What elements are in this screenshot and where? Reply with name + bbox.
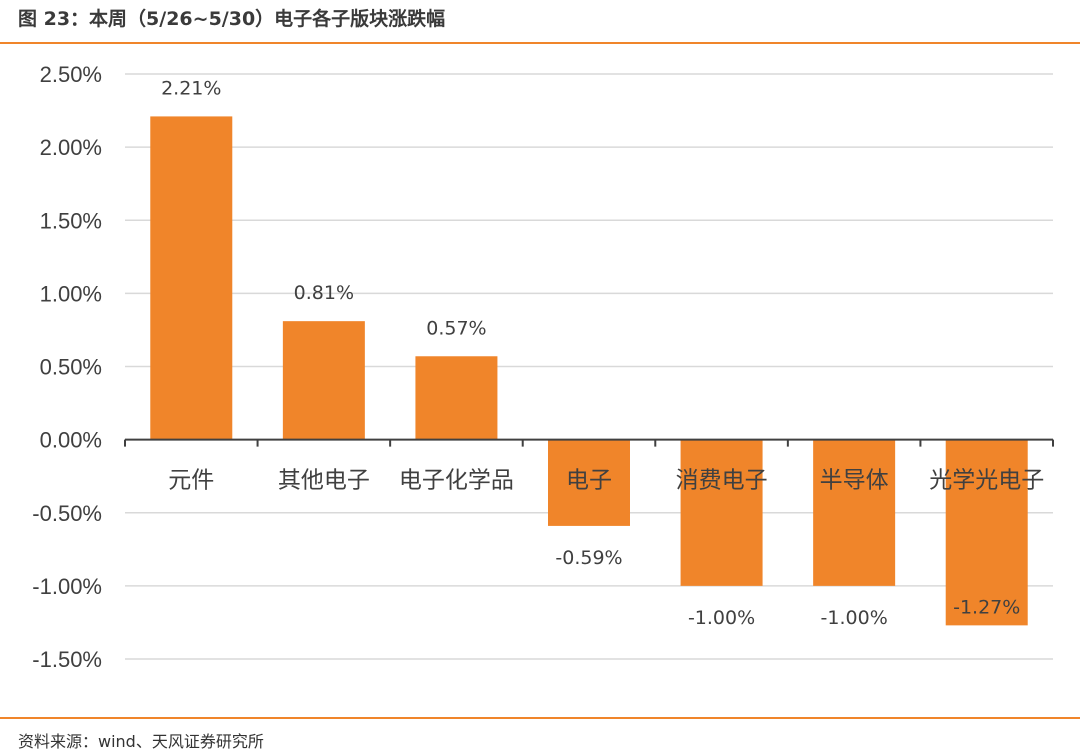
category-label: 消费电子 — [676, 468, 768, 494]
bar — [945, 439, 1028, 626]
bar — [282, 321, 365, 440]
bar — [415, 356, 498, 440]
data-label: 2.21% — [161, 77, 221, 99]
category-label: 光学光电子 — [929, 468, 1044, 494]
category-label: 半导体 — [820, 468, 889, 494]
y-tick-label: -1.00% — [32, 574, 102, 599]
y-tick-label: 2.00% — [40, 135, 102, 160]
category-label: 电子 — [566, 468, 612, 494]
source-note: 资料来源：wind、天风证券研究所 — [18, 732, 264, 751]
header-rule — [0, 42, 1080, 44]
y-tick-label: 1.50% — [40, 208, 102, 233]
figure-title: 图 23：本周（5/26~5/30）电子各子版块涨跌幅 — [18, 8, 446, 30]
category-label: 电子化学品 — [399, 468, 514, 494]
bar — [813, 439, 896, 586]
category-label: 其他电子 — [278, 468, 370, 494]
x-axis — [124, 438, 1054, 447]
y-axis-tick-labels: 2.50% 2.00% 1.50% 1.00% 0.50% 0.00% -0.50% -1.0… — [32, 62, 102, 672]
data-label: -1.00% — [821, 607, 888, 629]
category-labels: 元件 其他电子 电子化学品 电子 消费电子 半导体 光学光电子 — [168, 468, 1044, 494]
y-tick-label: 0.00% — [40, 428, 102, 453]
data-label: -0.59% — [555, 547, 622, 569]
data-label: -1.27% — [953, 596, 1020, 618]
data-label: -1.00% — [688, 607, 755, 629]
bar — [680, 439, 763, 586]
data-label: 0.81% — [294, 282, 354, 304]
data-labels: 2.21% 0.81% 0.57% -0.59% -1.00% -1.00% -1.27% — [161, 77, 1020, 628]
y-tick-label: -1.50% — [32, 647, 102, 672]
gridlines — [125, 73, 1053, 660]
data-label: 0.57% — [426, 317, 486, 339]
y-tick-label: 0.50% — [40, 355, 102, 380]
bar — [548, 439, 630, 526]
bar-chart: 2.50% 2.00% 1.50% 1.00% 0.50% 0.00% -0.50% -1.0… — [32, 62, 1054, 672]
y-tick-label: 1.00% — [40, 281, 102, 306]
y-tick-label: 2.50% — [40, 62, 102, 87]
bars — [150, 116, 1028, 626]
y-tick-label: -0.50% — [32, 501, 102, 526]
category-label: 元件 — [168, 468, 214, 494]
footer-rule — [0, 717, 1080, 719]
bar — [150, 116, 233, 440]
